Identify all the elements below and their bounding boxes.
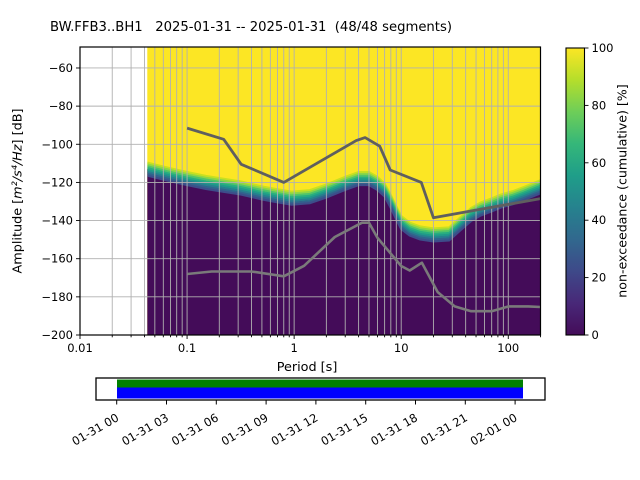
y-tick-label: −100 xyxy=(41,137,73,151)
timeline-coverage-blue xyxy=(117,387,523,399)
y-tick-label: −180 xyxy=(41,290,73,304)
colorbar-tick-label: 0 xyxy=(592,328,599,342)
y-tick-label: −80 xyxy=(49,99,73,113)
colorbar-tick-label: 40 xyxy=(592,213,607,227)
x-axis-label: Period [s] xyxy=(276,360,338,375)
y-axis-label-prefix: Amplitude [ xyxy=(10,198,26,274)
low-noise-model-line xyxy=(186,221,541,313)
y-tick-label: −140 xyxy=(41,214,73,228)
x-tick-label: 0.1 xyxy=(178,341,196,355)
y-tick-label: −60 xyxy=(49,61,73,75)
x-tick-label: 0.01 xyxy=(67,341,93,355)
y-tick-label: −120 xyxy=(41,175,73,189)
ppsd-band-stroke xyxy=(147,172,541,241)
plot-border xyxy=(79,46,542,336)
timeline-tick-label: 01-31 06 xyxy=(169,410,221,448)
ppsd-band-stroke xyxy=(147,174,541,243)
ppsd-low-cumulative-region xyxy=(147,169,541,335)
y-axis-label-math: m²/s⁴/Hz xyxy=(10,144,26,199)
y-axis-label-suffix: ] [dB] xyxy=(10,108,26,145)
high-noise-model-line xyxy=(186,126,541,220)
x-tick-label: 100 xyxy=(497,341,519,355)
y-tick-label: −200 xyxy=(41,328,73,342)
timeline-tick-label: 01-31 09 xyxy=(219,410,271,448)
ppsd-band-stroke xyxy=(147,170,541,239)
timeline-tick-label: 01-31 15 xyxy=(318,410,370,448)
colorbar-border xyxy=(565,47,586,336)
timeline-coverage-green xyxy=(117,379,523,388)
chart-title: BW.FFB3..BH1 2025-01-31 -- 2025-01-31 (4… xyxy=(50,20,452,35)
colorbar-tick-label: 100 xyxy=(592,41,614,55)
timeline-tick-label: 01-31 18 xyxy=(368,410,420,448)
timeline-tick-label: 02-01 00 xyxy=(468,410,520,448)
colorbar-gradient xyxy=(566,48,585,335)
colorbar-tick-label: 20 xyxy=(592,271,607,285)
timeline-tick-label: 01-31 21 xyxy=(418,410,470,448)
ppsd-band-stroke xyxy=(147,161,541,230)
x-tick-label: 1 xyxy=(290,341,297,355)
y-axis-label: Amplitude [m²/s⁴/Hz] [dB] xyxy=(11,109,26,274)
timeline-tick-label: 01-31 12 xyxy=(269,410,321,448)
grid xyxy=(79,47,541,335)
colorbar: 0 20 40 60 80 100 xyxy=(565,41,614,342)
x-axis: 0.01 0.1 1 10 100 xyxy=(67,335,541,355)
y-axis: −60 −80 −100 −120 −140 −160 −180 −200 xyxy=(41,61,80,342)
y-tick-label: −160 xyxy=(41,252,73,266)
colorbar-tick-label: 80 xyxy=(592,98,607,112)
ppsd-band-stroke xyxy=(147,165,541,234)
colorbar-label: non-exceedance (cumulative) [%] xyxy=(614,84,630,298)
timeline-tick-label: 01-31 03 xyxy=(119,410,171,448)
colorbar-tick-label: 60 xyxy=(592,156,607,170)
timeline-tick-label: 01-31 00 xyxy=(69,410,121,448)
x-tick-label: 10 xyxy=(394,341,409,355)
